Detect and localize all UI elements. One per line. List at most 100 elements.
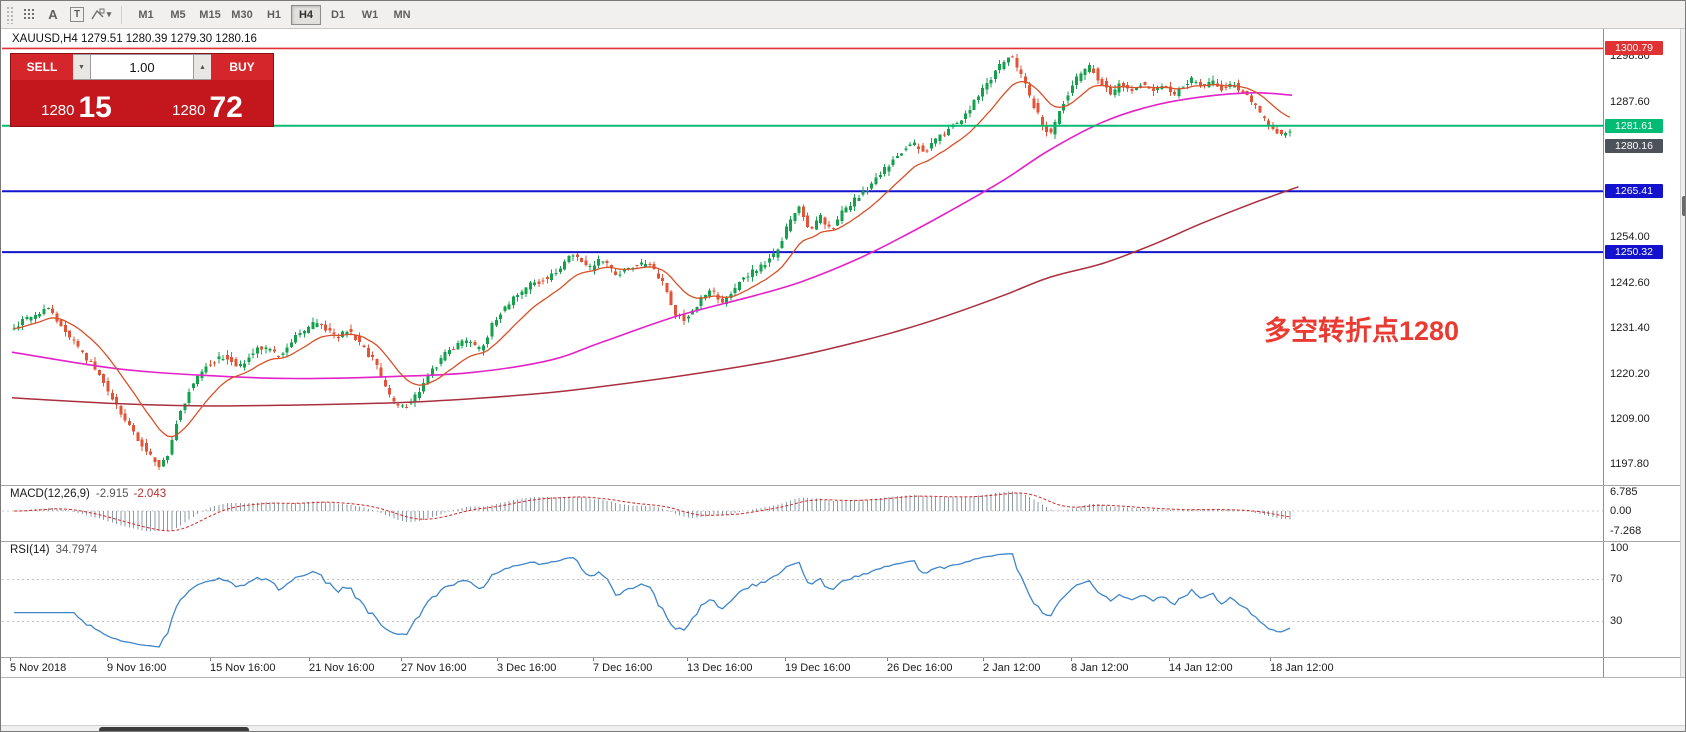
dropdown-caret-icon: ▾ bbox=[106, 9, 112, 19]
timeframe-button-H1[interactable]: H1 bbox=[259, 5, 289, 25]
macd-axis-label: 0.00 bbox=[1610, 505, 1632, 517]
price-badge-resistance: 1300.79 bbox=[1605, 41, 1663, 55]
timeframe-button-MN[interactable]: MN bbox=[387, 5, 417, 25]
sell-price-main: 1280 bbox=[41, 102, 75, 119]
time-axis-label: 7 Dec 16:00 bbox=[593, 662, 653, 674]
text-a-icon: A bbox=[48, 7, 58, 22]
macd-main-value: -2.915 bbox=[95, 488, 129, 500]
macd-indicator-label: MACD(12,26,9) -2.915 -2.043 bbox=[10, 488, 166, 500]
time-axis-tick bbox=[687, 658, 688, 661]
chart-plot-area: XAUUSD,H4 1279.51 1280.39 1279.30 1280.1… bbox=[2, 29, 1603, 677]
spinner-up-icon: ▲ bbox=[199, 63, 206, 71]
sell-price[interactable]: 1280 15 bbox=[11, 80, 142, 128]
price-badge-support: 1265.41 bbox=[1605, 184, 1663, 198]
toolbar-drag-handle[interactable] bbox=[6, 5, 14, 24]
time-axis-tick bbox=[1169, 658, 1170, 661]
price-axis-label: 1287.60 bbox=[1610, 96, 1650, 108]
time-axis-label: 3 Dec 16:00 bbox=[497, 662, 557, 674]
macd-signal-line bbox=[14, 492, 1290, 532]
volume-decrease-button[interactable]: ▼ bbox=[73, 54, 90, 80]
ma-mid-line bbox=[11, 91, 1293, 380]
timeframe-button-M30[interactable]: M30 bbox=[227, 5, 257, 25]
timeframe-button-H4[interactable]: H4 bbox=[291, 4, 321, 25]
timeframe-button-M15[interactable]: M15 bbox=[195, 5, 225, 25]
time-axis-label: 27 Nov 16:00 bbox=[401, 662, 467, 674]
text-t-icon: T bbox=[69, 7, 85, 22]
price-axis-label: 1197.80 bbox=[1610, 458, 1649, 470]
price-axis-label: 1231.40 bbox=[1610, 322, 1650, 334]
price-badge-support-near: 1281.61 bbox=[1605, 119, 1663, 133]
time-axis-tick bbox=[593, 658, 594, 661]
text-label-tool[interactable]: A bbox=[41, 4, 65, 26]
macd-axis-label: -7.268 bbox=[1610, 525, 1642, 537]
timeframe-button-W1[interactable]: W1 bbox=[355, 5, 385, 25]
text-box-tool[interactable]: T bbox=[65, 4, 89, 26]
time-axis-tick bbox=[887, 658, 888, 661]
time-axis-label: 5 Nov 2018 bbox=[10, 662, 67, 674]
timeframe-button-D1[interactable]: D1 bbox=[323, 5, 353, 25]
time-axis-label: 15 Nov 16:00 bbox=[210, 662, 276, 674]
volume-input[interactable] bbox=[90, 54, 194, 80]
toolbar: A T ▾ M1 M5 M15 M30 H1 H4 D1 W1 MN bbox=[1, 1, 1685, 29]
panel-separator[interactable] bbox=[1, 485, 1680, 486]
bottom-strip bbox=[1, 677, 1685, 725]
volume-increase-button[interactable]: ▲ bbox=[194, 54, 211, 80]
macd-histogram bbox=[17, 491, 1291, 531]
toolbar-separator bbox=[121, 5, 122, 24]
horizontal-scrollbar-thumb[interactable] bbox=[99, 727, 249, 731]
ma-fast-line bbox=[14, 80, 1291, 438]
price-axis[interactable]: 1298.801287.601276.401254.001242.601231.… bbox=[1603, 29, 1679, 677]
time-axis-tick bbox=[401, 658, 402, 661]
time-axis-tick bbox=[107, 658, 108, 661]
rsi-value: 34.7974 bbox=[55, 544, 98, 556]
panel-separator[interactable] bbox=[1, 541, 1680, 542]
time-axis-tick bbox=[785, 658, 786, 661]
timeframe-button-M5[interactable]: M5 bbox=[163, 5, 193, 25]
price-axis-label: 1220.20 bbox=[1610, 368, 1650, 380]
price-axis-label: 1242.60 bbox=[1610, 277, 1650, 289]
buy-price[interactable]: 1280 72 bbox=[142, 80, 273, 128]
time-axis-tick bbox=[497, 658, 498, 661]
vertical-scrollbar-thumb[interactable] bbox=[1682, 196, 1685, 216]
spinner-down-icon: ▼ bbox=[78, 63, 85, 71]
macd-panel-canvas[interactable] bbox=[2, 486, 1603, 541]
rsi-axis-label: 100 bbox=[1610, 542, 1629, 554]
rsi-line bbox=[14, 553, 1291, 648]
ma-slow-line bbox=[11, 186, 1299, 407]
price-axis-label: 1254.00 bbox=[1610, 231, 1650, 243]
time-axis[interactable]: 5 Nov 2018 9 Nov 16:00 15 Nov 16:00 21 Nov … bbox=[2, 658, 1603, 677]
buy-price-pips: 72 bbox=[209, 91, 243, 124]
price-axis-label: 1209.00 bbox=[1610, 413, 1650, 425]
sell-button[interactable]: SELL bbox=[11, 54, 73, 80]
time-axis-label: 14 Jan 12:00 bbox=[1169, 662, 1233, 674]
grid-dots-icon bbox=[23, 9, 34, 19]
rsi-panel-canvas[interactable] bbox=[2, 542, 1603, 657]
price-badge-current-price: 1280.16 bbox=[1605, 139, 1663, 153]
panel-separator[interactable] bbox=[1, 657, 1680, 658]
shapes-tool[interactable]: ▾ bbox=[89, 4, 113, 26]
timeframe-button-M1[interactable]: M1 bbox=[131, 5, 161, 25]
time-axis-label: 2 Jan 12:00 bbox=[983, 662, 1041, 674]
shapes-icon bbox=[91, 8, 105, 20]
time-axis-label: 26 Dec 16:00 bbox=[887, 662, 953, 674]
rsi-indicator-label: RSI(14) 34.7974 bbox=[10, 544, 97, 556]
one-click-trading-panel: SELL ▼ ▲ BUY 1280 15 1280 72 bbox=[10, 53, 274, 127]
macd-axis-label: 6.785 bbox=[1610, 486, 1638, 498]
time-axis-tick bbox=[1071, 658, 1072, 661]
time-axis-label: 13 Dec 16:00 bbox=[687, 662, 753, 674]
crosshair-grid-icon[interactable] bbox=[17, 4, 41, 26]
vertical-scrollbar[interactable] bbox=[1680, 29, 1685, 677]
time-axis-label: 9 Nov 16:00 bbox=[107, 662, 167, 674]
main-chart-canvas[interactable] bbox=[2, 29, 1603, 485]
buy-price-main: 1280 bbox=[172, 102, 206, 119]
horizontal-scrollbar[interactable] bbox=[1, 725, 1685, 731]
time-axis-label: 18 Jan 12:00 bbox=[1270, 662, 1334, 674]
chart-annotation: 多空转折点1280 bbox=[1264, 316, 1460, 346]
macd-signal-value: -2.043 bbox=[133, 488, 167, 500]
time-axis-label: 21 Nov 16:00 bbox=[309, 662, 375, 674]
buy-button[interactable]: BUY bbox=[211, 54, 273, 80]
time-axis-tick bbox=[309, 658, 310, 661]
time-axis-tick bbox=[210, 658, 211, 661]
time-axis-label: 19 Dec 16:00 bbox=[785, 662, 851, 674]
